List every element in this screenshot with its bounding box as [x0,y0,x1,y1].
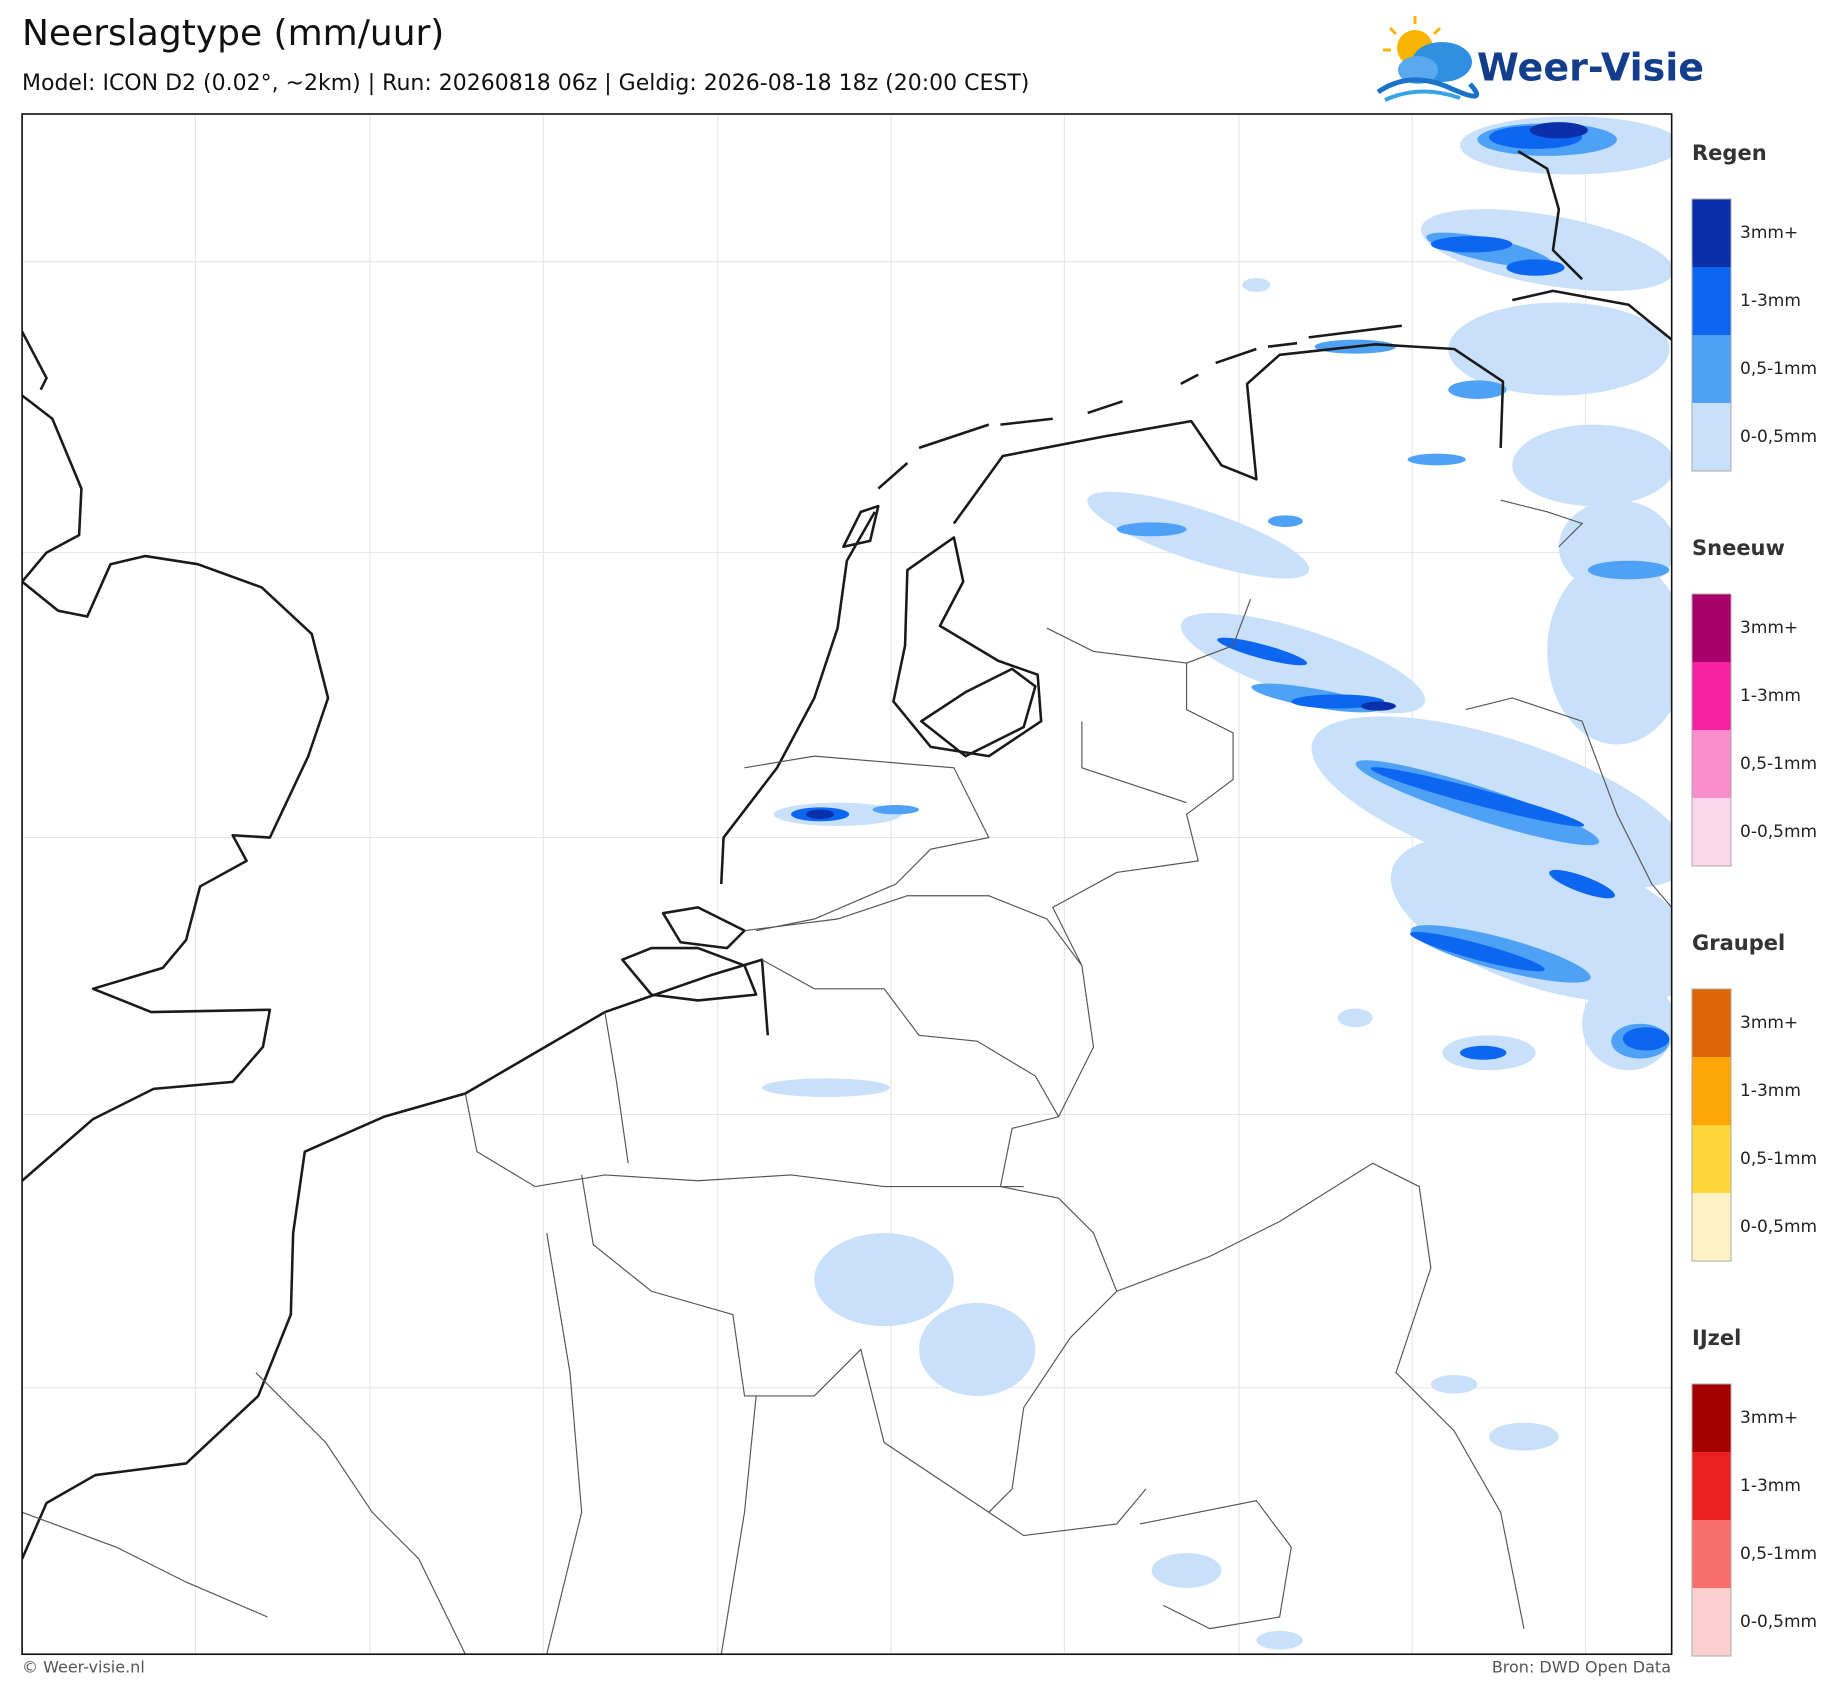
logo: Weer-Visie [1376,16,1704,102]
legend-label: 3mm+ [1740,223,1798,243]
legend-label: 0,5-1mm [1740,1149,1817,1169]
legend-label: 0,5-1mm [1740,1544,1817,1564]
legend-label: 1-3mm [1740,291,1801,311]
legend-swatch [1692,594,1731,662]
legend-swatch [1692,403,1731,471]
legend-swatch [1692,1452,1731,1520]
legend: Regen 3mm+ 1-3mm 0,5-1mm 0-0,5mm Sneeuw 3mm+ 1-… [1691,141,1817,1657]
legend-swatch [1692,1384,1731,1452]
legend-label: 0,5-1mm [1740,754,1817,774]
legend-label: 3mm+ [1740,1013,1798,1033]
footer-left: © Weer-visie.nl [22,1658,145,1677]
subtitle: Model: ICON D2 (0.02°, ~2km) | Run: 2026… [22,71,1029,96]
legend-swatch [1692,1520,1731,1588]
legend-swatch [1692,989,1731,1057]
title: Neerslagtype (mm/uur) [22,13,444,54]
logo-text: Weer-Visie [1477,46,1704,90]
legend-swatch-frame [1691,593,1732,867]
legend-label: 0-0,5mm [1740,1217,1817,1237]
legend-swatch [1692,1193,1731,1261]
legend-label: 0-0,5mm [1740,822,1817,842]
legend-swatch [1692,1057,1731,1125]
legend-label: 1-3mm [1740,1476,1801,1496]
map [21,113,1673,1656]
legend-swatch [1692,798,1731,866]
legend-title: Graupel [1692,931,1785,955]
legend-label: 3mm+ [1740,618,1798,638]
legend-label: 1-3mm [1740,1081,1801,1101]
map-frame [21,113,1673,1656]
legend-swatch [1692,1125,1731,1193]
legend-label: 3mm+ [1740,1408,1798,1428]
legend-label: 0-0,5mm [1740,1612,1817,1632]
legend-label: 1-3mm [1740,686,1801,706]
legend-swatch-frame [1691,198,1732,472]
legend-label: 0,5-1mm [1740,359,1817,379]
legend-swatch [1692,730,1731,798]
legend-swatch [1692,199,1731,267]
legend-label: 0-0,5mm [1740,427,1817,447]
legend-swatch [1692,662,1731,730]
legend-title: IJzel [1692,1326,1741,1350]
legend-swatch-frame [1691,1383,1732,1657]
borders [22,499,1672,1655]
precipitation [761,116,1672,1650]
legend-swatch [1692,335,1731,403]
legend-swatch-frame [1691,988,1732,1262]
legend-swatch [1692,1588,1731,1656]
legend-title: Regen [1692,141,1767,165]
coastlines [22,150,1672,1560]
legend-swatch [1692,267,1731,335]
footer-right: Bron: DWD Open Data [1492,1658,1671,1677]
legend-title: Sneeuw [1692,536,1785,560]
